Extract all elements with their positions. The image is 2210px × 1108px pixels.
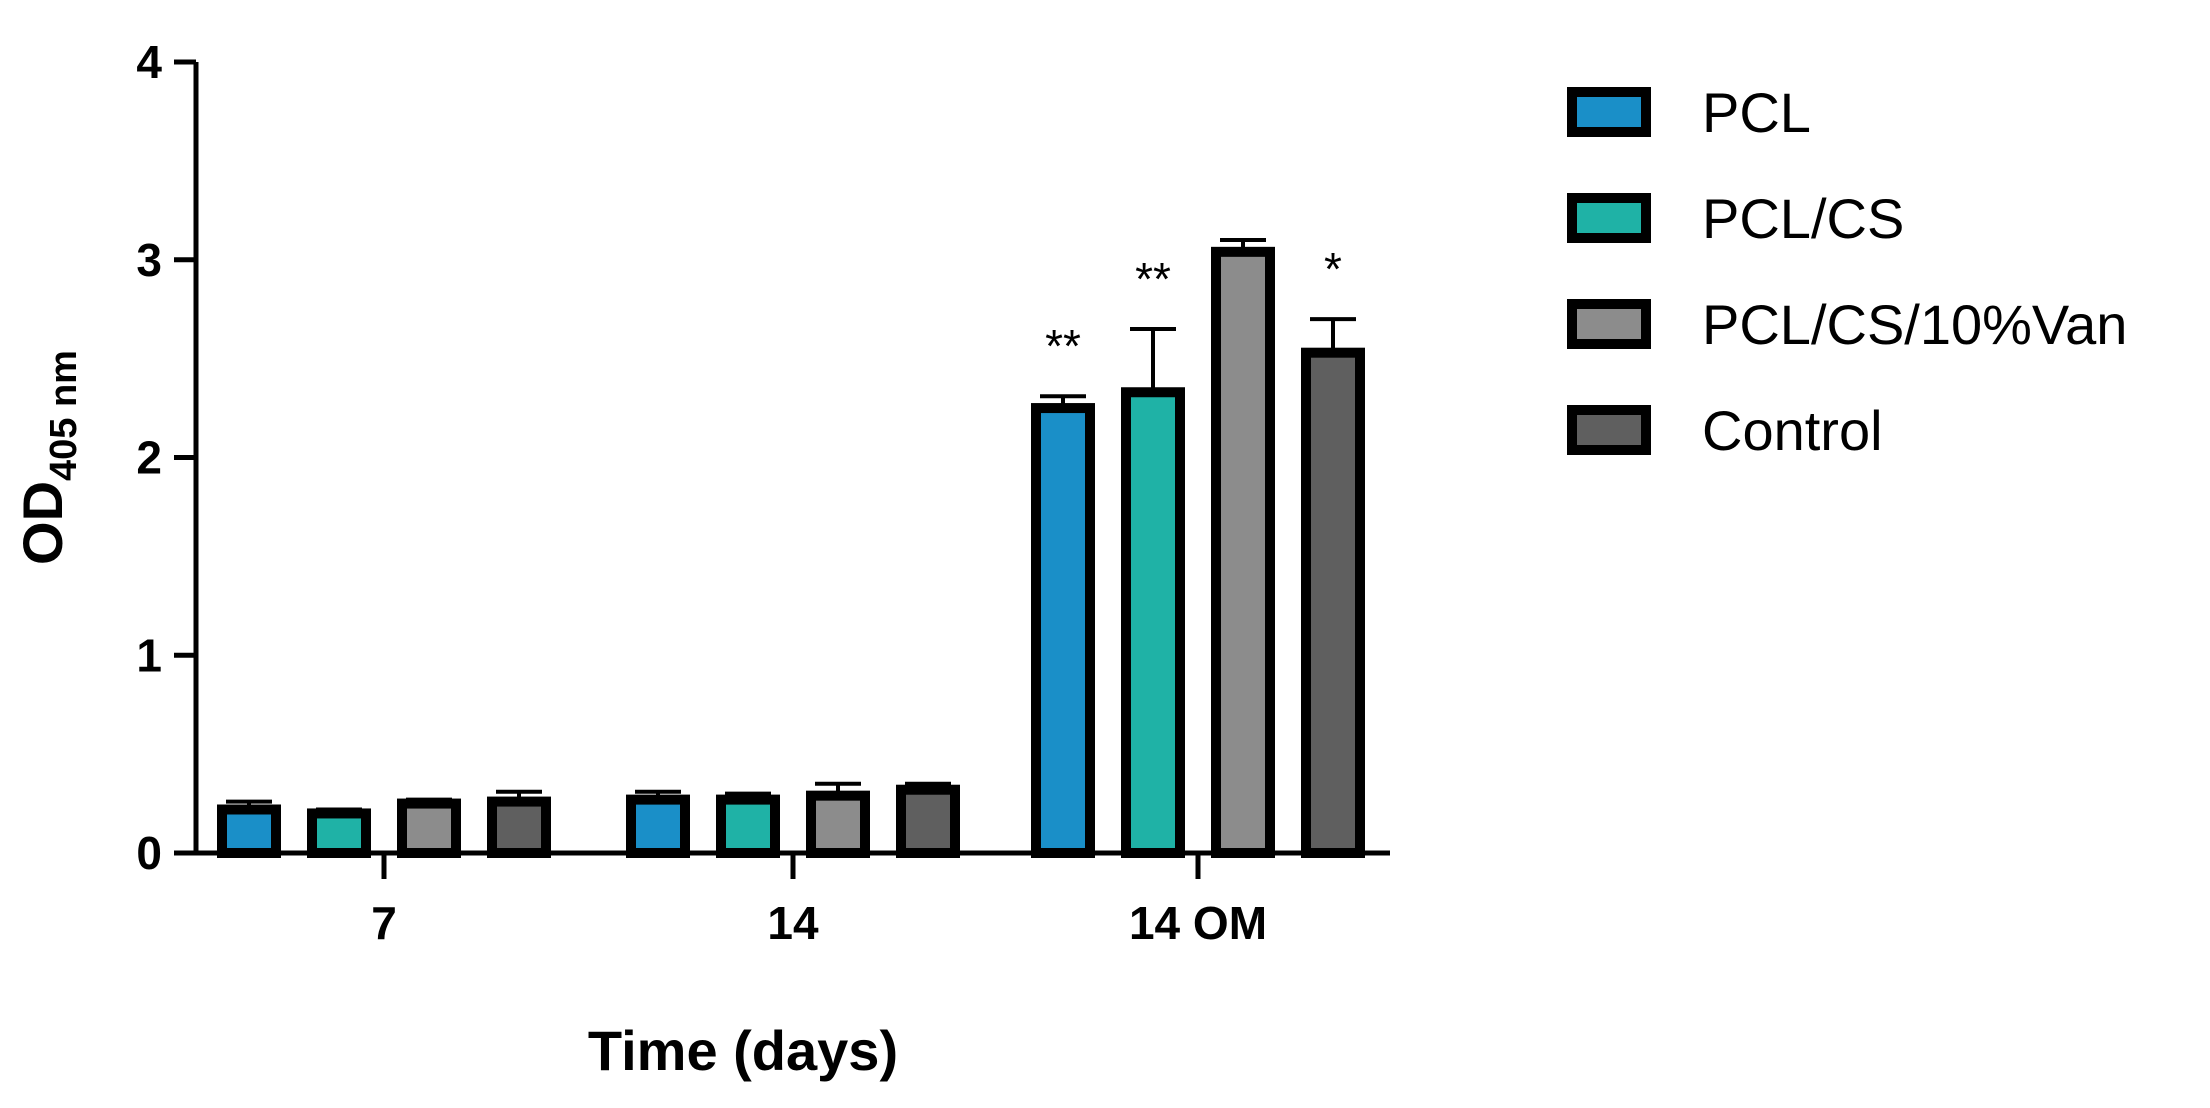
x-ticks: 7 14 14 OM xyxy=(371,853,1267,949)
y-axis-title-subscript: 405 nm xyxy=(43,350,85,481)
legend-swatch xyxy=(1567,87,1651,137)
y-tick-label: 3 xyxy=(136,234,162,286)
significance-label: ** xyxy=(1135,253,1171,305)
bar xyxy=(397,798,461,858)
bar xyxy=(806,790,870,859)
bar xyxy=(1031,403,1095,858)
significance-label: ** xyxy=(1045,320,1081,372)
bars-layer xyxy=(217,237,1365,859)
legend-swatch xyxy=(1567,405,1651,455)
x-tick-label: 14 xyxy=(767,897,819,949)
bar xyxy=(1211,246,1275,858)
bar xyxy=(1301,347,1365,858)
significance-label: * xyxy=(1324,243,1342,295)
bar xyxy=(487,796,551,859)
x-tick-label: 7 xyxy=(371,897,397,949)
bar xyxy=(716,794,780,858)
legend-label: PCL xyxy=(1702,81,1811,144)
y-axis-title-main: OD xyxy=(11,481,74,565)
legend-swatch xyxy=(1567,193,1651,243)
legend-swatch xyxy=(1567,299,1651,349)
y-tick-label: 1 xyxy=(136,629,162,681)
bar xyxy=(217,804,281,858)
bar xyxy=(626,794,690,858)
bar xyxy=(896,784,960,858)
y-axis-title: OD405 nm xyxy=(11,350,85,565)
bar xyxy=(1121,387,1185,858)
x-axis-title: Time (days) xyxy=(588,1019,898,1082)
y-tick-label: 0 xyxy=(136,827,162,879)
y-ticks: 0 1 2 3 4 xyxy=(136,36,196,879)
y-tick-label: 4 xyxy=(136,36,162,88)
legend: PCL PCL/CS PCL/CS/10%Van Control xyxy=(1567,81,2127,462)
bar xyxy=(307,808,371,859)
legend-label: PCL/CS/10%Van xyxy=(1702,293,2127,356)
annotations-layer: **** * xyxy=(1045,243,1342,372)
axes-layer xyxy=(193,62,1390,856)
y-tick-label: 2 xyxy=(136,432,162,484)
x-tick-label: 14 OM xyxy=(1129,897,1267,949)
legend-label: PCL/CS xyxy=(1702,187,1904,250)
legend-label: Control xyxy=(1702,399,1883,462)
